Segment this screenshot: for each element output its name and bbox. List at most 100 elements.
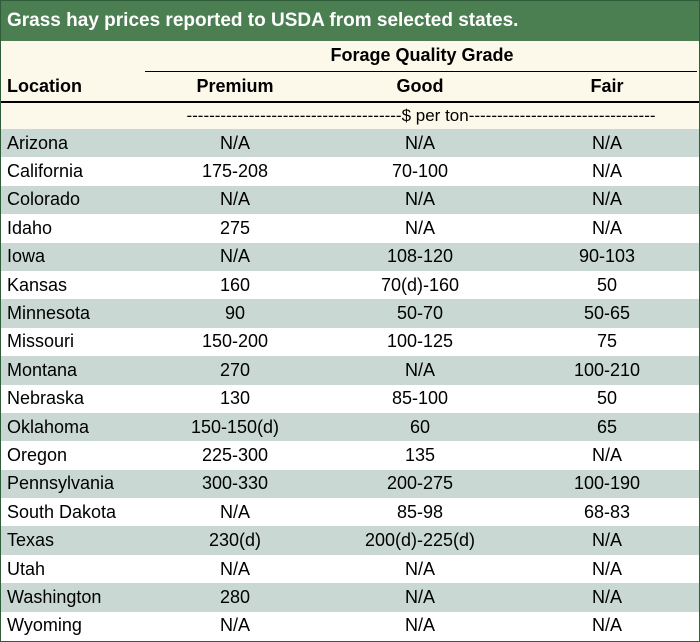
good-cell: 50-70 xyxy=(396,303,444,324)
good-cell: N/A xyxy=(404,586,435,607)
price-table: Arizona N/A N/A N/A California 175-208 70-100 N… xyxy=(1,129,699,641)
fair-cell: 75 xyxy=(596,331,618,352)
premium-cell: 90 xyxy=(224,303,246,324)
location-cell: Oregon xyxy=(7,444,68,465)
premium-cell: 175-208 xyxy=(201,161,269,182)
good-cell: N/A xyxy=(404,132,435,153)
premium-cell: 150-200 xyxy=(201,331,269,352)
premium-column-header: Premium xyxy=(196,76,274,96)
fair-cell: N/A xyxy=(591,189,622,210)
location-cell: Minnesota xyxy=(7,303,91,324)
fair-cell: 100-190 xyxy=(573,473,641,494)
good-cell: 108-120 xyxy=(386,246,454,267)
fair-cell: 65 xyxy=(596,416,618,437)
fair-cell: N/A xyxy=(591,161,622,182)
fair-cell: N/A xyxy=(591,132,622,153)
table-title: Grass hay prices reported to USDA from s… xyxy=(1,1,699,41)
location-cell: Kansas xyxy=(7,274,68,295)
fair-cell: 100-210 xyxy=(573,359,641,380)
table-row: Idaho 275 N/A N/A xyxy=(1,214,699,243)
table-row: Kansas 160 70(d)-160 50 xyxy=(1,270,699,300)
good-cell: N/A xyxy=(404,615,435,636)
table-row: Nebraska 130 85-100 50 xyxy=(1,384,699,413)
table-row: Utah N/A N/A N/A xyxy=(1,554,699,584)
good-cell: N/A xyxy=(404,558,435,579)
premium-cell: 130 xyxy=(219,388,251,409)
premium-cell: 225-300 xyxy=(201,444,269,465)
good-cell: 70(d)-160 xyxy=(380,274,460,295)
good-cell: N/A xyxy=(404,189,435,210)
fair-cell: 50 xyxy=(596,274,618,295)
location-cell: Arizona xyxy=(7,132,69,153)
good-cell: N/A xyxy=(404,359,435,380)
location-cell: Oklahoma xyxy=(7,416,90,437)
group-divider xyxy=(145,71,697,72)
fair-cell: 90-103 xyxy=(578,246,636,267)
table-row: South Dakota N/A 85-98 68-83 xyxy=(1,498,699,527)
table-row: Arizona N/A N/A N/A xyxy=(1,129,699,158)
table-row: Wyoming N/A N/A N/A xyxy=(1,611,699,641)
good-cell: 200-275 xyxy=(386,473,454,494)
good-cell: 135 xyxy=(404,444,436,465)
fair-column-header: Fair xyxy=(590,76,624,96)
premium-cell: N/A xyxy=(219,558,250,579)
premium-cell: 230(d) xyxy=(208,530,262,551)
grade-group-label: Forage Quality Grade xyxy=(330,45,514,65)
location-cell: Washington xyxy=(7,586,102,607)
good-cell: 70-100 xyxy=(391,161,449,182)
premium-cell: 275 xyxy=(219,217,251,238)
fair-cell: N/A xyxy=(591,530,622,551)
good-cell: 85-100 xyxy=(391,388,449,409)
location-cell: Pennsylvania xyxy=(7,473,115,494)
location-cell: Texas xyxy=(7,530,55,551)
table-row: Montana 270 N/A 100-210 xyxy=(1,356,699,385)
table-row: Washington 280 N/A N/A xyxy=(1,583,699,612)
good-cell: 100-125 xyxy=(386,331,454,352)
table-row: California 175-208 70-100 N/A xyxy=(1,157,699,186)
premium-cell: N/A xyxy=(219,246,250,267)
table-row: Oklahoma 150-150(d) 60 65 xyxy=(1,412,699,442)
premium-cell: N/A xyxy=(219,189,250,210)
table-row: Missouri 150-200 100-125 75 xyxy=(1,327,699,357)
location-cell: Idaho xyxy=(7,217,53,238)
premium-cell: 270 xyxy=(219,359,251,380)
location-cell: Iowa xyxy=(7,246,46,267)
table-header: Forage Quality Grade Location Premium Go… xyxy=(1,41,699,101)
premium-cell: 160 xyxy=(219,274,251,295)
premium-cell: N/A xyxy=(219,132,250,153)
unit-label: --------------------------------------$ … xyxy=(186,106,656,125)
fair-cell: N/A xyxy=(591,615,622,636)
location-cell: Colorado xyxy=(7,189,81,210)
unit-row: --------------------------------------$ … xyxy=(1,103,699,129)
premium-cell: 280 xyxy=(219,586,251,607)
table-row: Iowa N/A 108-120 90-103 xyxy=(1,242,699,271)
location-cell: California xyxy=(7,161,84,182)
premium-cell: 150-150(d) xyxy=(190,416,280,437)
table-row: Texas 230(d) 200(d)-225(d) N/A xyxy=(1,526,699,555)
premium-cell: 300-330 xyxy=(201,473,269,494)
table-row: Oregon 225-300 135 N/A xyxy=(1,441,699,470)
location-cell: Utah xyxy=(7,558,46,579)
location-cell: Wyoming xyxy=(7,615,82,636)
good-cell: 200(d)-225(d) xyxy=(364,530,476,551)
table-row: Minnesota 90 50-70 50-65 xyxy=(1,299,699,328)
fair-cell: 50-65 xyxy=(583,303,631,324)
fair-cell: N/A xyxy=(591,444,622,465)
location-column-header: Location xyxy=(7,76,82,96)
premium-cell: N/A xyxy=(219,615,250,636)
good-cell: 60 xyxy=(409,416,431,437)
location-cell: Missouri xyxy=(7,331,75,352)
good-cell: 85-98 xyxy=(396,501,444,522)
good-column-header: Good xyxy=(396,76,444,96)
premium-cell: N/A xyxy=(219,501,250,522)
location-cell: Nebraska xyxy=(7,388,85,409)
table-body: Arizona N/A N/A N/A California 175-208 70-100 N… xyxy=(1,129,699,641)
fair-cell: N/A xyxy=(591,217,622,238)
fair-cell: N/A xyxy=(591,586,622,607)
fair-cell: 68-83 xyxy=(583,501,631,522)
location-cell: South Dakota xyxy=(7,501,117,522)
fair-cell: 50 xyxy=(596,388,618,409)
table-row: Pennsylvania 300-330 200-275 100-190 xyxy=(1,469,699,499)
table-row: Colorado N/A N/A N/A xyxy=(1,185,699,215)
